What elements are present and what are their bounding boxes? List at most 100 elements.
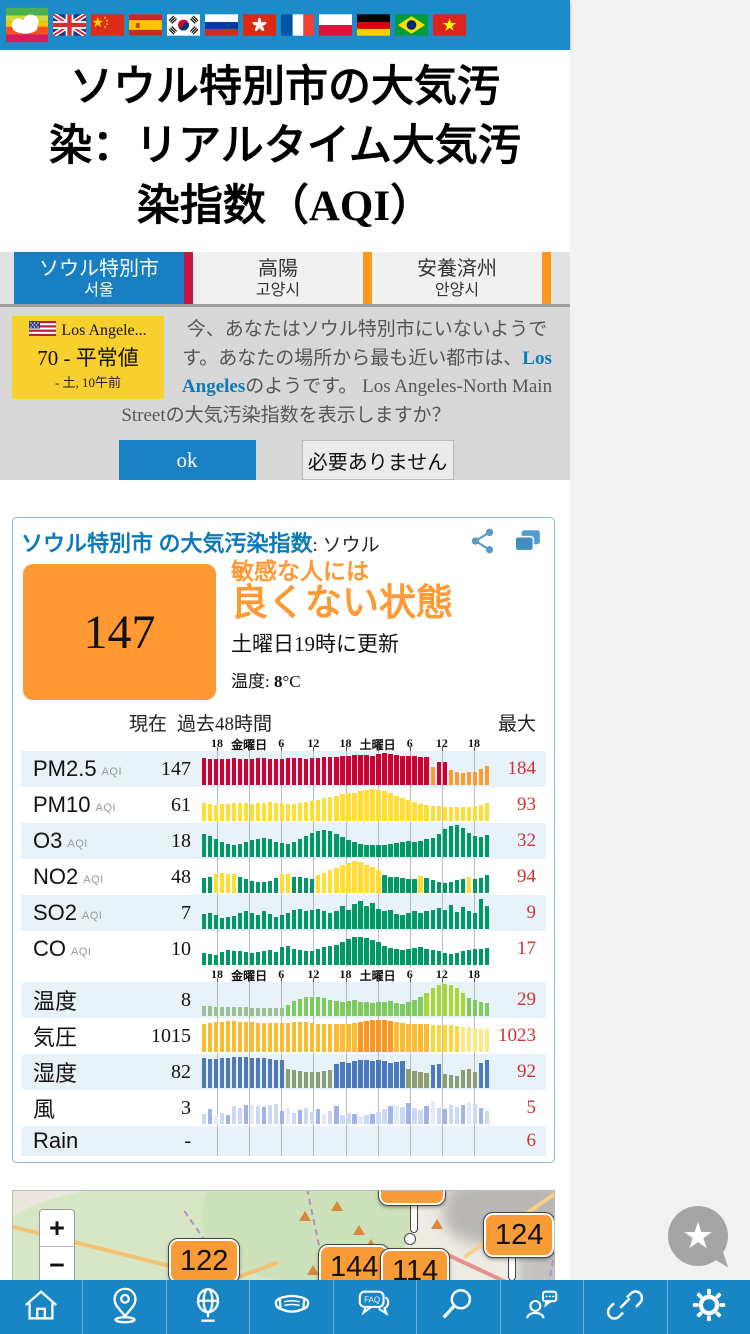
temperature-history-chart[interactable] <box>201 982 490 1018</box>
dismiss-button[interactable]: 必要ありません <box>301 440 454 480</box>
station-name: Los Angele... <box>61 322 147 339</box>
wind-history-chart[interactable] <box>201 1090 490 1126</box>
tab-divider-red <box>184 252 193 304</box>
card-title-link[interactable]: ソウル特別市 の大気汚染指数 <box>21 531 313 556</box>
language-flag-bar <box>0 0 570 50</box>
share-icon[interactable] <box>470 528 496 559</box>
table-row-no2: NO2 AQI 48 94 <box>21 859 546 895</box>
tab-anyang[interactable]: 安養済州 안양시 <box>372 252 542 304</box>
tab-divider-orange-2 <box>542 252 551 304</box>
copy-icon[interactable] <box>512 528 542 559</box>
location-notification: Los Angele... 70 - 平常値 - 土, 10午前 今、あなたはソ… <box>0 307 570 480</box>
nav-mask[interactable] <box>250 1280 334 1334</box>
map-marker-partial[interactable] <box>378 1191 446 1206</box>
map-peak-icon <box>431 1219 443 1229</box>
pressure-history-chart[interactable] <box>201 1018 490 1054</box>
aqi-level-line2: 良くない状態 <box>231 583 453 625</box>
map-marker-122[interactable]: 122 <box>167 1238 241 1284</box>
so2-history-chart[interactable] <box>201 895 490 931</box>
aqicn-logo[interactable] <box>6 7 48 43</box>
home-icon <box>20 1286 62 1329</box>
nav-settings[interactable] <box>668 1280 750 1334</box>
nav-home[interactable] <box>0 1280 84 1334</box>
rain-history-chart[interactable] <box>201 1126 490 1156</box>
zoom-in-button[interactable]: + <box>40 1210 74 1247</box>
flag-germany-icon[interactable] <box>357 14 390 36</box>
pm25-history-chart[interactable] <box>201 751 490 787</box>
o3-history-chart[interactable] <box>201 823 490 859</box>
tab-seoul[interactable]: ソウル特別市 서울 <box>14 252 184 304</box>
nav-faq[interactable]: FAQ <box>334 1280 418 1334</box>
table-row-so2: SO2 AQI 7 9 <box>21 895 546 931</box>
row-value: 147 <box>161 757 191 780</box>
map-peak-icon <box>353 1225 365 1235</box>
pm10-history-chart[interactable] <box>201 787 490 823</box>
nav-world[interactable] <box>167 1280 251 1334</box>
page-title: ソウル特別市の大気汚染：リアルタイム大気汚染指数（AQI） <box>0 50 570 252</box>
table-header-row: 現在 過去48時間 最大 <box>21 710 546 736</box>
los-angeles-link[interactable]: Los Angeles <box>181 347 552 398</box>
tab-goyang[interactable]: 高陽 고양시 <box>193 252 363 304</box>
no2-history-chart[interactable] <box>201 859 490 895</box>
ok-button[interactable]: ok <box>118 440 256 480</box>
col-current: 現在 <box>128 714 167 735</box>
map-marker-124[interactable]: 124 <box>482 1212 554 1258</box>
table-row-temperature: 温度 8 29 <box>21 982 546 1018</box>
contact-icon <box>521 1286 563 1329</box>
col-past48h: 過去48時間 <box>177 714 273 735</box>
flag-russia-icon[interactable] <box>205 14 238 36</box>
flag-china-icon[interactable] <box>91 14 124 36</box>
settings-gear-icon <box>688 1286 730 1329</box>
flag-poland-icon[interactable] <box>319 14 352 36</box>
time-axis-row: 18 金曜日 6 12 18 土曜日 6 12 18 <box>211 736 480 752</box>
faq-icon: FAQ <box>354 1286 396 1329</box>
card-title-suffix: : ソウル <box>312 535 380 556</box>
humidity-history-chart[interactable] <box>201 1054 490 1090</box>
page-content: ソウル特別市の大気汚染：リアルタイム大気汚染指数（AQI） ソウル特別市 서울 … <box>0 0 570 1334</box>
globe-icon <box>187 1286 229 1329</box>
face-mask-icon <box>271 1286 313 1329</box>
nav-contact[interactable] <box>501 1280 585 1334</box>
co-history-chart[interactable] <box>201 931 490 967</box>
table-row-pressure: 気圧 1015 1023 <box>21 1018 546 1054</box>
aqi-card: ソウル特別市 の大気汚染指数: ソウル 147 敏感な人には 良くない状態 土曜… <box>12 517 555 1163</box>
table-row-pm25: PM2.5 AQI 147 184 <box>21 751 546 787</box>
map-zoom-control: + − <box>39 1209 75 1285</box>
nav-nearest-station[interactable] <box>83 1280 167 1334</box>
aqi-value-box: 147 <box>23 564 216 700</box>
station-aqi-value: 70 - 平常値 <box>37 346 139 370</box>
nav-search[interactable] <box>417 1280 501 1334</box>
table-row-co: CO AQI 10 17 <box>21 931 546 967</box>
city-tab-bar: ソウル特別市 서울 高陽 고양시 安養済州 안양시 <box>0 252 570 307</box>
location-pin-icon <box>104 1286 146 1329</box>
zoom-out-button[interactable]: − <box>49 1250 65 1280</box>
notification-message: 今、あなたはソウル特別市にいないようです。あなたの場所から最も近い都市は、Los… <box>121 319 553 426</box>
flag-france-icon[interactable] <box>281 14 314 36</box>
tab-goyang-label: 高陽 <box>258 257 298 280</box>
flag-uk-icon[interactable] <box>53 14 86 36</box>
tab-divider-orange <box>363 252 372 304</box>
map-peak-icon <box>365 1239 377 1249</box>
flag-usa-icon <box>29 321 57 341</box>
flag-brazil-icon[interactable] <box>395 14 428 36</box>
nav-links[interactable] <box>584 1280 668 1334</box>
link-icon <box>604 1286 646 1329</box>
temperature-line: 温度: 8°C <box>231 671 301 691</box>
aqi-level-line1: 敏感な人には <box>231 559 369 584</box>
flag-korea-icon[interactable] <box>167 14 200 36</box>
marker-stem <box>508 1255 516 1281</box>
tab-anyang-label: 安養済州 <box>417 257 497 280</box>
nearest-station-card[interactable]: Los Angele... 70 - 平常値 - 土, 10午前 <box>12 316 164 399</box>
flag-hongkong-icon[interactable] <box>243 14 276 36</box>
row-max: 184 <box>507 758 537 779</box>
flag-vietnam-icon[interactable] <box>433 14 466 36</box>
col-max: 最大 <box>497 714 536 735</box>
marker-stem-dot <box>404 1233 416 1245</box>
flag-spain-icon[interactable] <box>129 14 162 36</box>
table-row-wind: 風 3 5 <box>21 1090 546 1126</box>
table-row-pm10: PM10 AQI 61 93 <box>21 787 546 823</box>
table-row-o3: O3 AQI 18 32 <box>21 823 546 859</box>
station-time: - 土, 10午前 <box>54 375 122 390</box>
search-icon <box>437 1286 479 1329</box>
feedback-button[interactable]: ★ <box>668 1206 732 1272</box>
